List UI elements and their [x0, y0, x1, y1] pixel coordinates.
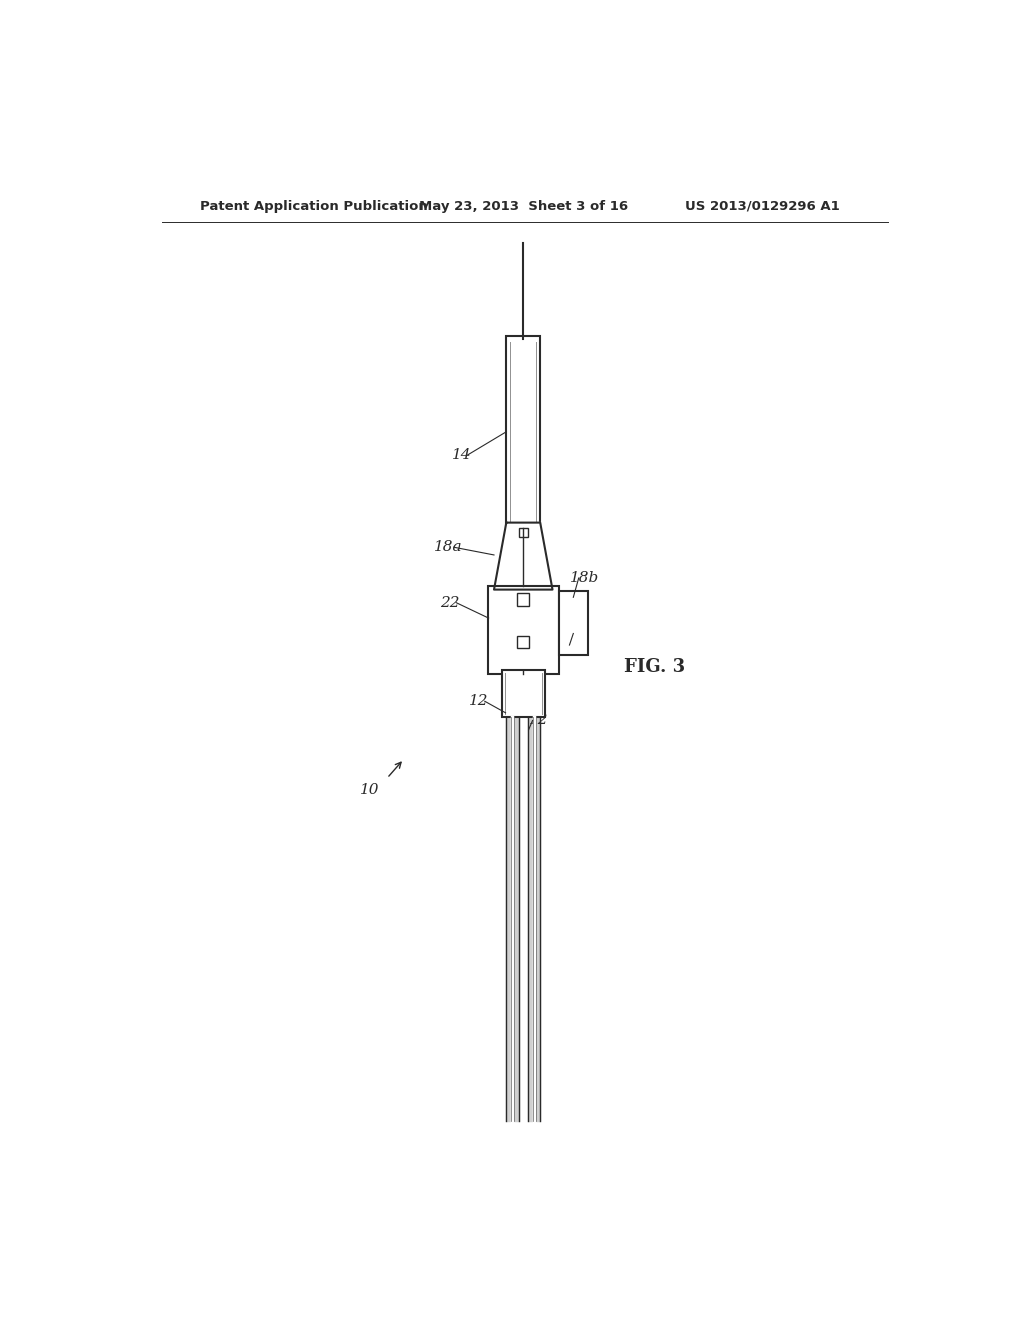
Text: 12: 12: [529, 714, 549, 727]
Bar: [518, 528, 528, 537]
Text: 22: 22: [440, 595, 460, 610]
Text: US 2013/0129296 A1: US 2013/0129296 A1: [685, 199, 840, 213]
Polygon shape: [506, 717, 518, 1121]
Polygon shape: [528, 717, 541, 1121]
Bar: [506, 335, 541, 528]
Text: May 23, 2013  Sheet 3 of 16: May 23, 2013 Sheet 3 of 16: [419, 199, 629, 213]
Bar: [517, 636, 529, 648]
Text: FIG. 3: FIG. 3: [624, 657, 685, 676]
Bar: [502, 669, 545, 717]
Bar: [559, 591, 588, 655]
Text: 12: 12: [469, 694, 488, 709]
Text: 18a: 18a: [433, 540, 462, 554]
Text: 10: 10: [359, 783, 379, 797]
Bar: [517, 594, 529, 606]
Polygon shape: [494, 523, 553, 590]
Text: Patent Application Publication: Patent Application Publication: [200, 199, 428, 213]
Text: 14: 14: [452, 447, 471, 462]
Bar: [487, 586, 559, 675]
Text: 18b: 18b: [570, 572, 599, 585]
Text: 28: 28: [569, 627, 589, 640]
